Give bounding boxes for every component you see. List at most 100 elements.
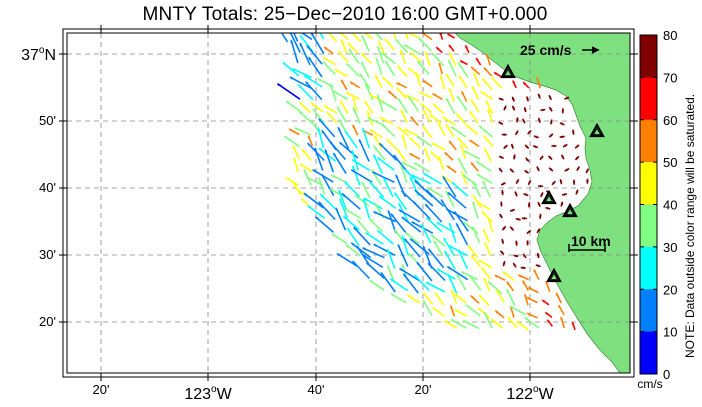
current-vector (404, 231, 420, 245)
current-vector (403, 44, 421, 55)
current-vector-head (337, 30, 340, 33)
current-vector-head (520, 266, 524, 270)
current-vector-head (466, 304, 470, 308)
current-vector-head (377, 230, 381, 234)
current-vector-head (355, 195, 359, 198)
current-vector-head (446, 209, 450, 212)
current-vector-head (353, 107, 356, 111)
current-vector-head (448, 274, 451, 278)
current-vector-head (454, 294, 458, 297)
current-vector (506, 288, 516, 306)
current-vector (322, 61, 336, 76)
current-vector-head (561, 108, 565, 112)
current-vector-head (527, 313, 531, 316)
current-vector-head (315, 216, 319, 220)
current-vector (367, 117, 385, 126)
current-vector (427, 248, 445, 269)
current-vector (350, 169, 373, 183)
current-vector-head (403, 273, 407, 277)
current-vector (365, 232, 384, 245)
current-vector (483, 311, 493, 329)
current-vector-head (527, 202, 531, 206)
current-vector-head (401, 235, 405, 239)
current-vector-head (306, 177, 310, 180)
current-vector (346, 63, 360, 77)
current-vector-head (414, 190, 418, 193)
current-vector (305, 81, 323, 101)
current-vector-head (498, 97, 502, 101)
current-vector-head (472, 181, 476, 185)
current-vector-head (454, 309, 458, 313)
current-vector-head (448, 245, 452, 249)
current-vector-head (286, 101, 290, 104)
current-vector-head (310, 120, 314, 124)
current-vector (317, 127, 325, 148)
current-vector-head (522, 280, 526, 284)
current-vector-head (451, 182, 455, 186)
current-vector (416, 60, 430, 76)
current-vector-head (346, 244, 350, 248)
current-vector-head (503, 105, 507, 109)
current-vector-head (433, 103, 437, 107)
current-vector (436, 268, 456, 280)
current-vector-head (478, 260, 483, 263)
current-vector (344, 181, 361, 198)
current-vector (363, 197, 383, 210)
current-vector-head (410, 238, 414, 242)
current-vector-head (426, 189, 430, 193)
current-vector-head (377, 157, 381, 161)
current-vector-head (367, 111, 370, 115)
current-vector-head (337, 106, 340, 110)
current-vector (424, 203, 443, 223)
current-vector-head (359, 139, 362, 143)
current-vector-head (388, 90, 392, 94)
current-vector-head (549, 107, 553, 111)
current-vector-head (393, 155, 397, 159)
current-vector-head (438, 122, 441, 126)
current-vector (446, 265, 469, 281)
current-vector (462, 319, 480, 330)
current-vector-head (436, 268, 441, 272)
current-vector-head (472, 226, 476, 230)
current-vector (318, 177, 326, 195)
current-vector-head (465, 45, 468, 49)
current-vector (372, 154, 384, 174)
current-vector-head (502, 261, 506, 265)
current-vector (300, 33, 313, 41)
current-vector (472, 226, 481, 244)
current-vector-head (371, 27, 374, 30)
current-vector-head (345, 209, 349, 212)
current-vector-head (381, 52, 385, 56)
current-vector-head (473, 195, 476, 199)
current-vector-head (514, 191, 518, 195)
current-vector (329, 140, 347, 161)
current-vector-head (482, 78, 486, 82)
current-vector (310, 33, 325, 54)
colorbar-swatch (640, 162, 657, 205)
current-vector-head (444, 152, 448, 156)
current-vector-head (387, 265, 390, 269)
current-vector-head (369, 280, 373, 283)
current-vector (401, 161, 418, 171)
current-vector-head (515, 240, 518, 244)
current-vector-head (434, 240, 437, 244)
current-vector (389, 278, 409, 292)
current-vector (330, 174, 348, 184)
current-vector-head (377, 46, 380, 50)
current-vector (442, 176, 457, 198)
current-vector-head (458, 75, 462, 79)
current-vector-head (341, 79, 344, 83)
colorbar-swatch (640, 331, 657, 375)
current-vector-head (538, 93, 541, 97)
colorbar-swatch (640, 246, 657, 290)
current-vector-head (464, 150, 468, 154)
current-vector-head (422, 126, 426, 130)
current-vector-head (518, 274, 522, 278)
current-vector (393, 191, 408, 211)
current-vector (352, 106, 361, 125)
current-vector (457, 157, 468, 175)
current-vector (373, 243, 396, 257)
current-vector (321, 174, 335, 197)
current-vector-head (292, 68, 296, 72)
current-vector-head (449, 222, 452, 227)
